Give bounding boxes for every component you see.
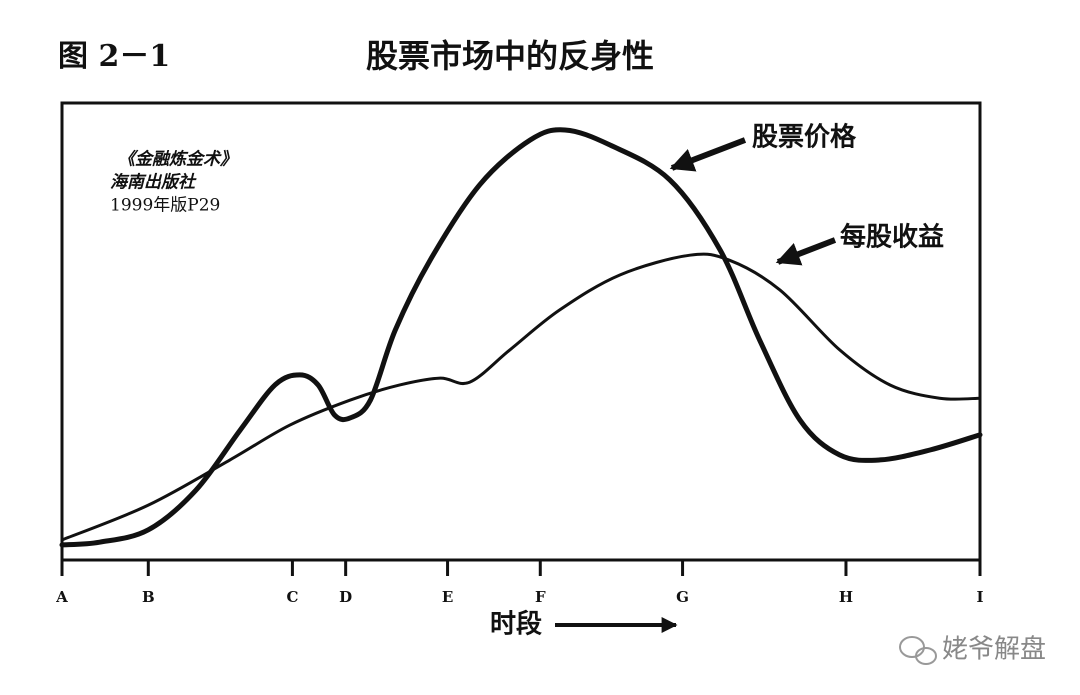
x-tick-label: G — [676, 588, 689, 606]
arrow — [669, 137, 747, 172]
x-tick-label: B — [142, 588, 155, 606]
x-tick-label: D — [339, 588, 352, 606]
x-tick-label: H — [839, 588, 853, 606]
watermark: 姥爷解盘 — [942, 635, 1046, 665]
x-axis-label: 时段 — [490, 609, 542, 640]
series-label: 股票价格 — [752, 122, 857, 153]
annotation: 《金融炼金术》 — [118, 150, 237, 170]
annotation: 海南出版社 — [110, 173, 197, 193]
series-line — [60, 252, 982, 542]
annotation: 1999年版P29 — [110, 196, 220, 216]
series-line — [59, 127, 983, 548]
x-tick-label: F — [535, 588, 546, 606]
arrow — [775, 237, 837, 266]
series-label: 每股收益 — [840, 222, 944, 253]
x-tick-label: I — [976, 588, 983, 606]
x-tick-label: A — [55, 588, 68, 606]
wechat-icon — [899, 636, 937, 665]
x-tick-label: E — [442, 588, 453, 606]
plot-frame — [60, 101, 982, 562]
figure-label: 图 2－1 — [58, 39, 170, 74]
x-tick-label: C — [286, 588, 298, 606]
chart-title: 股票市场中的反身性 — [366, 37, 654, 75]
